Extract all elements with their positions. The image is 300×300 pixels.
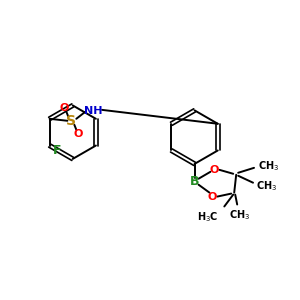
Text: H$_3$C: H$_3$C <box>197 210 218 224</box>
Text: NH: NH <box>84 106 102 116</box>
Text: S: S <box>66 114 76 128</box>
Text: O: O <box>74 129 83 139</box>
Text: CH$_3$: CH$_3$ <box>258 159 279 173</box>
Text: O: O <box>208 192 217 202</box>
Text: CH$_3$: CH$_3$ <box>256 179 277 193</box>
Text: O: O <box>60 103 69 113</box>
Text: O: O <box>210 165 219 175</box>
Text: F: F <box>53 144 62 157</box>
Text: B: B <box>190 175 199 188</box>
Text: CH$_3$: CH$_3$ <box>229 208 250 222</box>
